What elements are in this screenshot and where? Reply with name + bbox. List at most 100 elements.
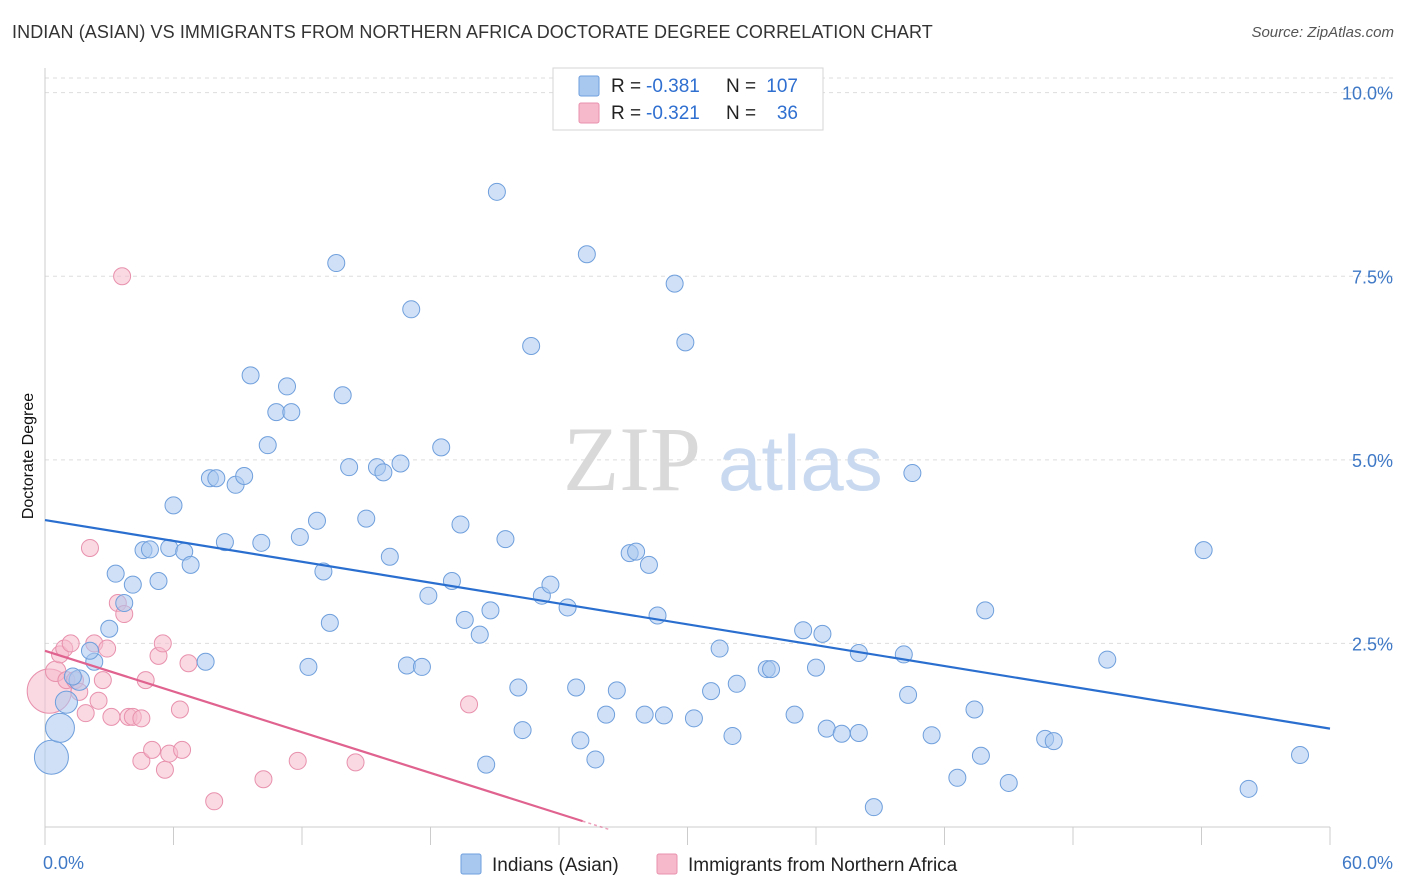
point-pink-16 — [113, 267, 132, 286]
stats-legend: R = -0.381 N = 107 R = -0.321 N = 36 — [552, 67, 824, 131]
point-blue-100 — [999, 773, 1018, 792]
point-pink-8 — [76, 704, 95, 723]
y-tick-label-3: 10.0% — [1342, 84, 1393, 104]
point-blue-69 — [627, 542, 646, 561]
point-pink-21 — [132, 751, 151, 770]
point-blue-7 — [100, 619, 119, 638]
source-credit: Source: ZipAtlas.com — [1251, 24, 1394, 41]
trend-line-pink — [44, 649, 583, 823]
point-blue-26 — [258, 436, 277, 455]
point-blue-40 — [374, 463, 393, 482]
point-blue-103 — [1098, 650, 1117, 669]
point-blue-102 — [1044, 732, 1063, 751]
point-pink-32 — [254, 770, 273, 789]
point-pink-35 — [460, 695, 479, 714]
point-blue-1 — [45, 712, 75, 743]
point-pink-5 — [61, 634, 80, 653]
point-blue-31 — [299, 657, 318, 676]
point-blue-58 — [522, 337, 541, 356]
point-blue-2 — [54, 690, 78, 714]
point-blue-33 — [314, 562, 333, 581]
point-pink-33 — [288, 751, 307, 770]
axes — [44, 68, 1331, 845]
point-blue-53 — [481, 601, 500, 620]
point-blue-60 — [541, 575, 560, 594]
point-blue-97 — [965, 700, 984, 719]
point-blue-51 — [470, 625, 489, 644]
point-blue-63 — [571, 731, 590, 750]
point-blue-78 — [710, 639, 729, 658]
trend-lines — [44, 518, 1331, 830]
point-blue-8 — [115, 594, 134, 613]
point-blue-27 — [267, 403, 286, 422]
point-blue-56 — [509, 678, 528, 697]
point-blue-29 — [282, 403, 301, 422]
point-blue-36 — [333, 386, 352, 405]
point-blue-84 — [794, 621, 813, 640]
point-blue-32 — [307, 511, 326, 530]
point-blue-30 — [290, 527, 309, 546]
point-blue-90 — [849, 724, 868, 743]
point-blue-93 — [899, 685, 918, 704]
bottom-legend-label-1: Indians (Asian) — [492, 855, 619, 876]
chart-title: INDIAN (ASIAN) VS IMMIGRANTS FROM NORTHE… — [12, 22, 933, 42]
point-pink-30 — [179, 654, 198, 673]
point-blue-55 — [496, 530, 515, 549]
point-blue-91 — [864, 798, 883, 817]
legend-n-value-1: 107 — [766, 76, 798, 97]
point-pink-13 — [98, 639, 117, 658]
point-blue-0 — [33, 739, 69, 775]
point-pink-20 — [132, 709, 151, 728]
point-blue-35 — [327, 254, 346, 273]
point-blue-65 — [586, 750, 605, 769]
point-blue-10 — [106, 564, 125, 583]
point-blue-34 — [320, 613, 339, 632]
legend-r-label-2: R = — [611, 103, 641, 124]
legend-swatch-pink — [578, 102, 600, 124]
legend-r-value-2: -0.321 — [646, 103, 700, 124]
legend-swatch-blue — [578, 75, 600, 97]
point-blue-9 — [123, 575, 142, 594]
point-blue-4 — [63, 667, 82, 686]
point-blue-44 — [402, 300, 421, 319]
point-blue-79 — [727, 674, 746, 693]
point-blue-28 — [278, 377, 297, 396]
point-blue-99 — [976, 601, 995, 620]
point-blue-74 — [665, 274, 684, 293]
point-pink-23 — [143, 740, 162, 759]
point-blue-16 — [181, 555, 200, 574]
legend-n-value-2: 36 — [777, 103, 798, 124]
point-blue-46 — [419, 586, 438, 605]
point-blue-42 — [391, 454, 410, 473]
point-pink-28 — [170, 700, 189, 719]
bottom-legend-label-2: Immigrants from Northern Africa — [688, 855, 958, 876]
point-pink-29 — [173, 740, 192, 759]
point-blue-12 — [140, 540, 159, 559]
point-blue-104 — [1194, 541, 1213, 560]
point-blue-70 — [635, 705, 654, 724]
point-blue-98 — [971, 746, 990, 765]
point-blue-82 — [762, 660, 781, 679]
point-blue-106 — [1291, 746, 1310, 765]
point-blue-25 — [252, 533, 271, 552]
point-blue-6 — [80, 641, 99, 660]
point-blue-64 — [577, 245, 596, 264]
y-axis-label: Doctorate Degree — [20, 393, 37, 519]
point-blue-94 — [903, 464, 922, 483]
watermark-zip: ZIP — [563, 408, 701, 510]
trend-line-blue — [44, 518, 1331, 730]
point-blue-88 — [832, 724, 851, 743]
series-immigrants-northern-africa — [26, 267, 479, 811]
point-blue-105 — [1239, 779, 1258, 798]
point-blue-14 — [149, 572, 168, 591]
point-blue-73 — [654, 706, 673, 725]
x-tick-label-0: 0.0% — [43, 853, 84, 873]
point-blue-85 — [807, 658, 825, 677]
x-tick-labels: 0.0% 60.0% — [43, 853, 1393, 873]
grid-lines — [45, 77, 1395, 644]
point-blue-87 — [817, 719, 836, 738]
point-pink-31 — [205, 792, 224, 811]
point-blue-18 — [164, 496, 183, 515]
point-blue-96 — [948, 768, 967, 787]
point-blue-50 — [455, 610, 474, 629]
